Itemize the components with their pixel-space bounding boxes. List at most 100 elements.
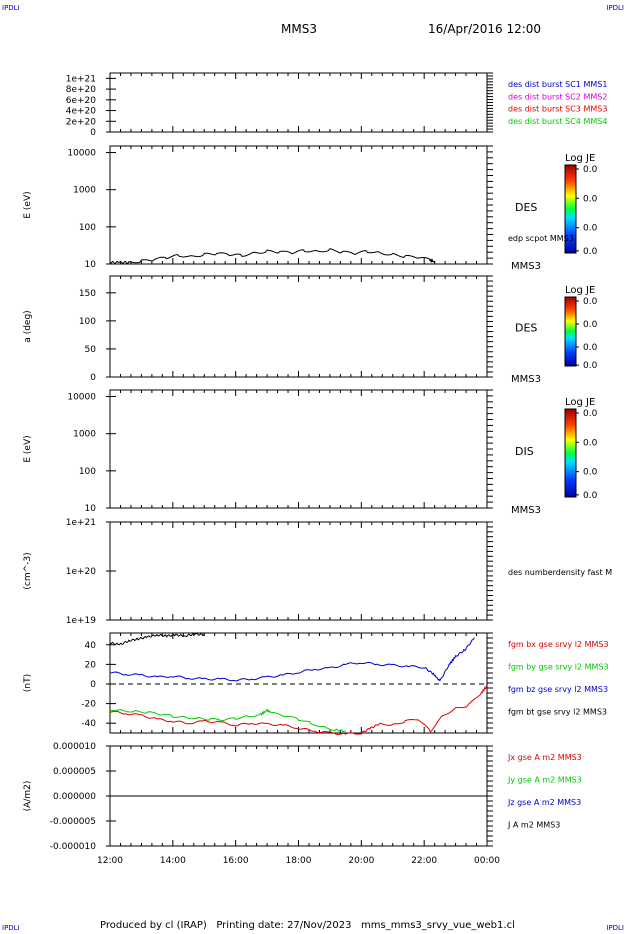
corner-label-br: IPDLI (606, 924, 624, 932)
y-tick-label: -0.000010 (50, 842, 96, 852)
colorbar (564, 164, 577, 254)
y-tick-label: 10 (85, 504, 97, 514)
colorbar-tick-label: 0.0 (583, 320, 598, 330)
legend-entry: Jx gse A m2 MMS3 (507, 753, 582, 762)
colorbar (564, 408, 577, 498)
colorbar-title: Log JE (565, 397, 595, 408)
panel-right-sublabel: MMS3 (511, 374, 541, 385)
corner-label-bl: IPDLI (2, 924, 20, 932)
legend-entry: des dist burst SC1 MMS1 (508, 80, 607, 89)
corner-label-tr: IPDLI (606, 4, 624, 12)
y-tick-label: 20 (85, 660, 97, 670)
y-tick-label: -20 (81, 700, 96, 710)
x-tick-label: 00:00 (474, 856, 500, 866)
panel-frame (109, 145, 488, 265)
colorbar-title: Log JE (565, 285, 595, 296)
series-line (109, 632, 205, 646)
y-tick-label: 1e+20 (66, 567, 97, 577)
panel-frame (109, 521, 488, 621)
colorbar-title: Log JE (565, 153, 595, 164)
panel-des_pitch (106, 275, 579, 378)
panel-frame (109, 72, 488, 133)
y-axis-label: a (deg) (23, 310, 33, 342)
colorbar-tick-label: 0.0 (583, 247, 598, 257)
y-tick-label: 0 (90, 373, 96, 383)
y-tick-label: 1e+19 (66, 616, 97, 626)
panel-dis_energy (106, 389, 579, 509)
y-tick-label: 10000 (67, 393, 96, 403)
legend-entry: fgm bz gse srvy l2 MMS3 (508, 685, 608, 694)
corner-label-tl: IPDLI (2, 4, 20, 12)
y-tick-label: 1000 (73, 186, 96, 196)
legend-entry: Jz gse A m2 MMS3 (507, 798, 581, 807)
overlay-label: edp scpot MMS3 (508, 234, 574, 243)
y-tick-label: 0.000010 (53, 742, 96, 752)
panel-des_energy (106, 145, 579, 265)
y-tick-label: 4e+20 (66, 107, 97, 117)
x-tick-label: 12:00 (97, 856, 123, 866)
panel-right-label: DES (515, 322, 537, 335)
legend-entry: fgm bt gse srvy l2 MMS3 (508, 708, 607, 717)
y-tick-label: 100 (79, 223, 96, 233)
y-axis-label: E (eV) (23, 435, 33, 462)
colorbar-tick-label: 0.0 (583, 438, 598, 448)
y-tick-label: 10 (85, 260, 97, 270)
y-axis-label: E (eV) (23, 191, 33, 218)
y-tick-label: 1e+21 (66, 74, 96, 84)
x-tick-label: 14:00 (160, 856, 186, 866)
y-axis-label: (nT) (23, 674, 33, 692)
y-tick-label: 0 (90, 128, 96, 138)
y-tick-label: 100 (79, 317, 96, 327)
series-line (109, 248, 436, 265)
x-tick-label: 16:00 (223, 856, 249, 866)
series-line (109, 637, 475, 682)
colorbar-tick-label: 0.0 (583, 194, 598, 204)
y-tick-label: 0.000005 (53, 767, 96, 777)
y-tick-label: 1000 (73, 430, 96, 440)
y-tick-label: 6e+20 (66, 96, 97, 106)
x-tick-label: 20:00 (348, 856, 374, 866)
panel-frame (109, 389, 488, 509)
x-tick-label: 22:00 (411, 856, 437, 866)
y-tick-label: 1e+21 (66, 518, 96, 528)
legend-entry: J A m2 MMS3 (507, 821, 560, 830)
y-tick-label: 0.000000 (53, 792, 96, 802)
legend-entry: des dist burst SC2 MMS2 (508, 92, 607, 101)
panel-current (106, 745, 493, 847)
panel-fgm (106, 632, 493, 736)
y-tick-label: 40 (85, 641, 97, 651)
x-tick-label: 18:00 (286, 856, 312, 866)
series-line (109, 708, 346, 733)
colorbar-tick-label: 0.0 (583, 297, 598, 307)
y-tick-label: -0.000005 (50, 817, 96, 827)
series-line (109, 685, 488, 736)
y-tick-label: 150 (79, 289, 96, 299)
legend-entry: fgm by gse srvy l2 MMS3 (508, 663, 609, 672)
legend-entry: des numberdensity fast M (508, 568, 612, 577)
panel-frame (109, 275, 488, 378)
colorbar-tick-label: 0.0 (583, 491, 598, 501)
legend-entry: Jy gse A m2 MMS3 (507, 776, 582, 785)
colorbar-tick-label: 0.0 (583, 343, 598, 353)
legend-entry: des dist burst SC3 MMS3 (508, 105, 607, 114)
y-tick-label: 50 (85, 345, 97, 355)
y-tick-label: -40 (81, 719, 96, 729)
date-time-title: 16/Apr/2016 12:00 (428, 22, 542, 36)
y-tick-label: 10000 (67, 149, 96, 159)
colorbar (564, 296, 577, 367)
legend-entry: fgm bx gse srvy l2 MMS3 (508, 640, 609, 649)
legend-entry: des dist burst SC4 MMS4 (508, 117, 607, 126)
colorbar-tick-label: 0.0 (583, 468, 598, 478)
panel-density (106, 521, 493, 621)
y-tick-label: 0 (90, 680, 96, 690)
y-axis-label: (cm^-3) (23, 552, 33, 589)
colorbar-tick-label: 0.0 (583, 409, 598, 419)
panel-frame (109, 632, 488, 734)
colorbar-tick-label: 0.0 (583, 165, 598, 175)
spacecraft-title: MMS3 (281, 22, 317, 36)
panel-right-label: DES (515, 201, 537, 214)
panel-right-label: DIS (515, 445, 534, 458)
footer-credit: Produced by cl (IRAP) Printing date: 27/… (100, 920, 515, 931)
y-tick-label: 2e+20 (66, 117, 97, 127)
colorbar-tick-label: 0.0 (583, 224, 598, 234)
